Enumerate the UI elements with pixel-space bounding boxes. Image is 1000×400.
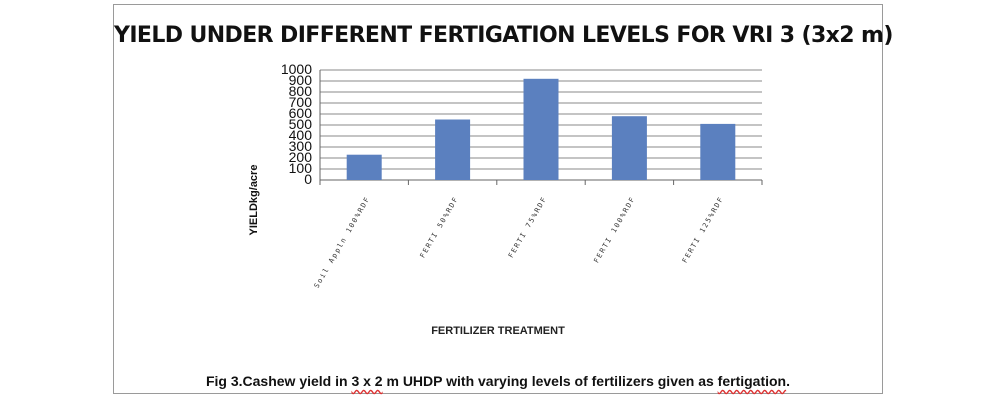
x-tick-label: Soil Appln 100%RDF — [313, 195, 372, 290]
caption-text-end: . — [786, 373, 791, 389]
x-tick-label: FERTI 75%RDF — [507, 195, 549, 259]
chart-frame: YIELD UNDER DIFFERENT FERTIGATION LEVELS… — [113, 4, 893, 394]
y-tick-label: 800 — [289, 83, 313, 99]
y-tick-label: 500 — [289, 116, 313, 132]
y-tick-label: 600 — [289, 105, 313, 121]
y-tick-label: 400 — [289, 127, 313, 143]
y-axis-title: YIELDkg/acre — [248, 165, 260, 236]
x-tick-label: FERTI 100%RDF — [592, 195, 637, 264]
caption-text-middle: m UHDP with varying levels of fertilizer… — [382, 373, 718, 389]
bar — [611, 116, 647, 180]
y-tick-label: 200 — [289, 149, 313, 165]
bar — [435, 119, 471, 180]
y-tick-label: 700 — [289, 94, 313, 110]
chart-title: YIELD UNDER DIFFERENT FERTIGATION LEVELS… — [114, 23, 893, 48]
caption-text-highlight-fertigation: fertigation — [717, 373, 787, 389]
caption-text-highlight-dimensions: 3 x 2 — [351, 373, 383, 389]
y-tick-label: 100 — [289, 160, 313, 176]
bar — [523, 78, 559, 180]
x-tick-label: FERTI 125%RDF — [681, 195, 726, 264]
bar — [700, 123, 736, 180]
x-tick-label: FERTI 50%RDF — [419, 195, 461, 259]
y-tick-label: 900 — [289, 72, 313, 88]
caption-text-start: Fig 3.Cashew yield in — [205, 373, 352, 389]
x-axis-title: FERTILIZER TREATMENT — [431, 325, 565, 337]
y-tick-label: 1000 — [281, 61, 312, 77]
bar — [346, 154, 382, 180]
y-tick-label: 0 — [304, 171, 312, 187]
figure-caption: Fig 3.Cashew yield in 3 x 2 m UHDP with … — [114, 373, 882, 389]
y-tick-label: 300 — [289, 138, 313, 154]
